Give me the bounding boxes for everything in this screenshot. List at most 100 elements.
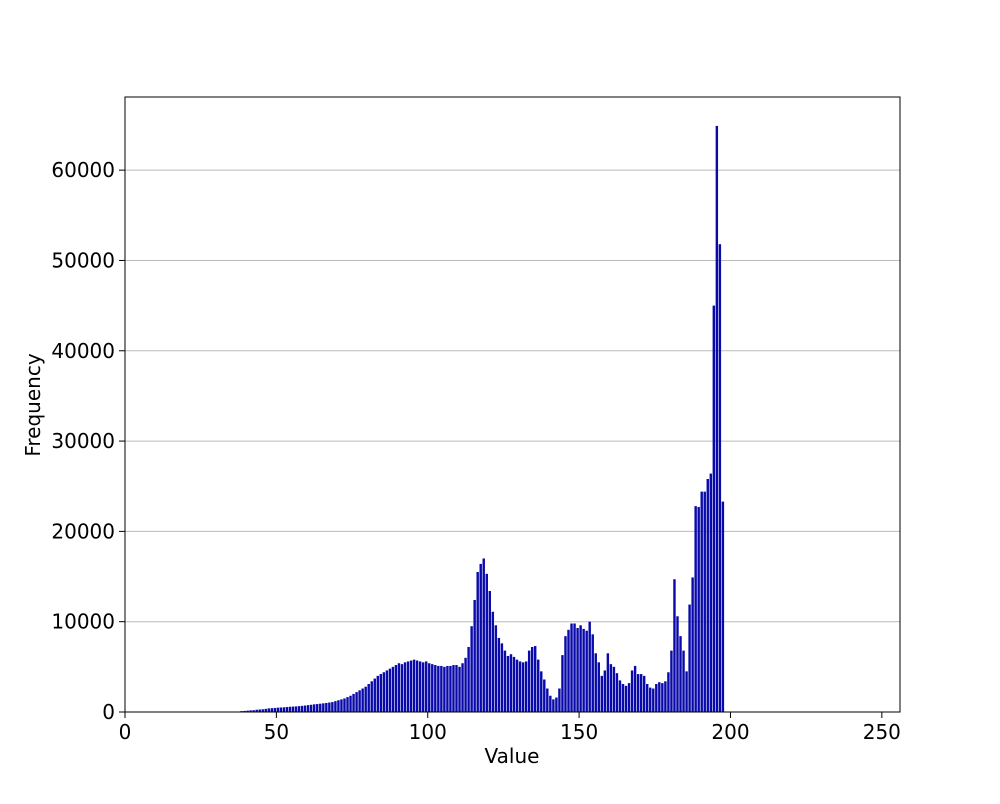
bar xyxy=(497,637,501,712)
bar xyxy=(388,668,392,712)
bar xyxy=(603,670,607,712)
bar xyxy=(524,661,528,712)
bar xyxy=(712,305,716,712)
bar xyxy=(361,688,364,712)
bar xyxy=(376,675,379,712)
y-tick-label: 0 xyxy=(102,700,115,724)
bar xyxy=(673,579,676,712)
bar xyxy=(621,684,625,712)
bar xyxy=(355,692,358,712)
bar xyxy=(627,683,631,712)
bar xyxy=(294,706,298,712)
bar xyxy=(343,698,346,712)
bar xyxy=(276,707,280,712)
bar xyxy=(261,709,264,712)
bar xyxy=(346,697,349,712)
x-tick-label: 150 xyxy=(560,720,598,744)
bar xyxy=(609,664,613,712)
bar xyxy=(570,623,573,712)
bar xyxy=(527,650,531,712)
bar xyxy=(282,707,286,712)
bar xyxy=(649,687,652,712)
bar xyxy=(452,665,455,712)
bar xyxy=(509,654,513,712)
bar xyxy=(685,671,688,712)
y-tick-label: 50000 xyxy=(51,248,115,272)
bar xyxy=(494,625,498,712)
x-tick-label: 0 xyxy=(119,720,132,744)
bar xyxy=(597,662,600,712)
bar xyxy=(543,679,546,712)
bar xyxy=(267,708,271,712)
bar xyxy=(243,710,246,712)
bar xyxy=(558,688,561,712)
bar xyxy=(482,558,485,712)
bar xyxy=(331,702,334,712)
bar xyxy=(431,664,434,712)
bar xyxy=(718,244,722,712)
bar xyxy=(425,661,428,712)
x-axis-label: Value xyxy=(485,744,540,768)
bar xyxy=(503,650,507,712)
bar xyxy=(479,563,482,712)
y-tick-label: 10000 xyxy=(51,610,115,634)
bar xyxy=(470,626,473,712)
bar xyxy=(670,650,673,712)
bar xyxy=(606,653,610,712)
bar xyxy=(561,655,564,712)
bar xyxy=(309,704,313,712)
bar xyxy=(467,646,470,712)
bar xyxy=(588,621,591,712)
bar xyxy=(437,665,440,712)
bar xyxy=(370,681,373,712)
bar xyxy=(440,665,443,712)
bar xyxy=(706,479,709,712)
bar xyxy=(661,683,664,712)
bar xyxy=(394,665,398,712)
bar xyxy=(252,710,255,712)
bar xyxy=(403,662,407,712)
bar xyxy=(400,664,404,712)
bar xyxy=(379,674,383,712)
bar xyxy=(285,707,289,712)
bar xyxy=(715,125,719,712)
bar xyxy=(322,703,325,712)
bar xyxy=(273,707,277,712)
bar xyxy=(258,709,261,712)
bar xyxy=(428,663,431,712)
bar xyxy=(540,671,543,712)
bar xyxy=(464,657,467,712)
bar xyxy=(688,604,691,712)
bar xyxy=(328,702,331,712)
bar xyxy=(546,688,549,712)
bar xyxy=(537,659,540,712)
bar xyxy=(700,491,703,712)
bar xyxy=(521,662,525,712)
bar xyxy=(473,600,476,712)
y-axis-label: Frequency xyxy=(21,353,45,456)
bar xyxy=(664,681,667,712)
bar xyxy=(600,675,604,712)
bar xyxy=(646,684,649,712)
bar xyxy=(573,623,576,712)
x-tick-label: 50 xyxy=(264,720,289,744)
bar xyxy=(409,660,413,712)
bar xyxy=(488,590,492,712)
bar xyxy=(576,628,579,712)
bar xyxy=(352,693,355,712)
bar xyxy=(679,636,682,712)
bar xyxy=(434,665,437,712)
bar xyxy=(491,611,495,712)
bar xyxy=(406,661,410,712)
bar xyxy=(500,643,504,712)
bar xyxy=(658,682,661,712)
bar xyxy=(367,684,370,712)
bar xyxy=(579,625,582,712)
bar xyxy=(703,491,706,712)
bar xyxy=(421,662,425,712)
bar xyxy=(485,573,488,712)
x-tick-label: 100 xyxy=(409,720,447,744)
bar xyxy=(612,666,616,712)
bar xyxy=(530,646,534,712)
